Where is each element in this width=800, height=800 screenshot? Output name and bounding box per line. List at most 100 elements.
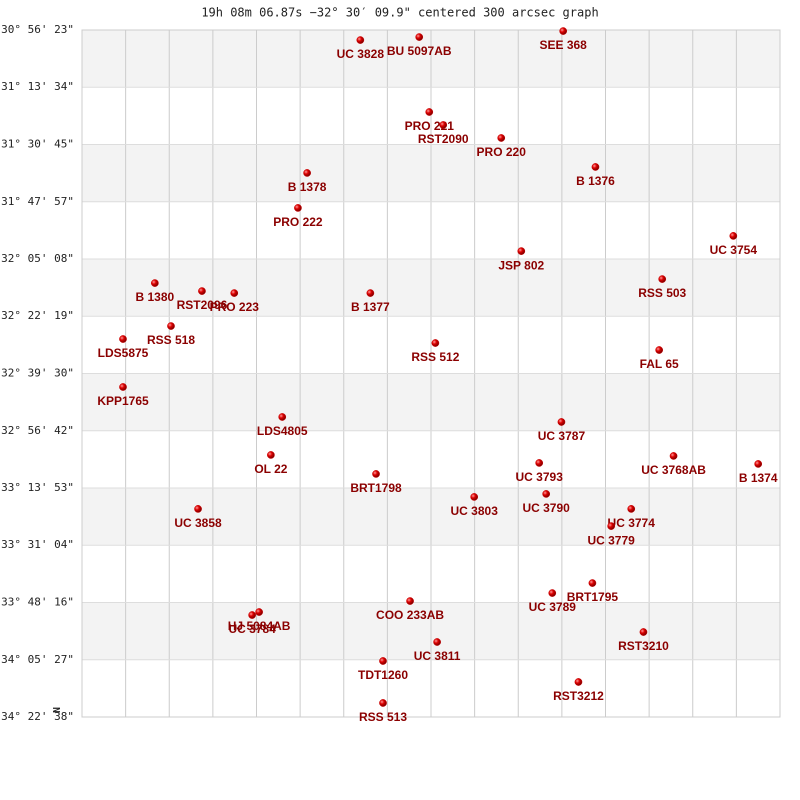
star-label: RST2090: [418, 132, 469, 146]
grid: [82, 29, 780, 718]
star-label: PRO 223: [210, 300, 260, 314]
y-tick-label: -32° 56' 42": [0, 424, 74, 437]
star: [658, 275, 667, 283]
star: [379, 699, 387, 707]
star: [194, 505, 202, 513]
star-label: B 1374: [739, 471, 778, 485]
star: [278, 413, 287, 421]
star-label: LDS5875: [98, 346, 149, 360]
star-label: UC 3774: [608, 516, 656, 530]
y-tick-label: -33° 48' 16": [0, 596, 74, 609]
star: [607, 522, 616, 530]
star-label: KPP1765: [97, 394, 149, 408]
star-label: RSS 518: [147, 333, 195, 347]
star-label: UC 3754: [710, 243, 758, 257]
star: [591, 163, 600, 171]
star-label: B 1378: [288, 180, 327, 194]
star-label: RST2096: [177, 298, 228, 312]
star: [433, 638, 441, 646]
star-label: COO 233AB: [376, 608, 444, 622]
star-label: UC 3828: [337, 47, 385, 61]
star: [517, 247, 526, 255]
star: [406, 597, 414, 605]
north-label: N: [52, 707, 63, 713]
star-label: BRT1798: [350, 481, 402, 495]
y-tick-label: -32° 22' 19": [0, 309, 74, 322]
plot-border: [81, 29, 781, 718]
star-label: B 1377: [351, 300, 390, 314]
star-label: RST3210: [618, 639, 669, 653]
star: [627, 505, 636, 513]
star-label: UC 3784: [228, 622, 276, 636]
star-label: UC 3789: [529, 600, 577, 614]
star: [255, 608, 263, 616]
star-label: TDT1260: [358, 668, 408, 682]
y-tick-label: -31° 47' 57": [0, 195, 74, 208]
star: [548, 589, 557, 597]
star-label: UC 3858: [174, 516, 222, 530]
star: [431, 339, 440, 347]
star-label: RSS 513: [359, 710, 407, 724]
y-tick-label: -34° 05' 27": [0, 653, 74, 666]
star: [588, 579, 597, 587]
star: [542, 490, 551, 498]
star: [655, 346, 664, 354]
y-tick-label: -30° 56' 23": [0, 23, 74, 36]
star: [267, 451, 275, 459]
star: [119, 335, 127, 343]
star: [439, 121, 448, 129]
star: [230, 289, 239, 297]
star: [574, 678, 583, 686]
star: [366, 289, 375, 297]
y-tick-label: -34° 22' 38": [0, 710, 74, 723]
star-label: HJ 5084AB: [228, 619, 291, 633]
star-label: UC 3811: [414, 649, 461, 663]
star: [119, 383, 127, 391]
star: [151, 279, 159, 287]
y-tick-label: -31° 30' 45": [0, 137, 74, 150]
star: [415, 33, 424, 41]
star-label: UC 3768AB: [641, 463, 706, 477]
star: [303, 169, 311, 177]
star: [248, 611, 256, 619]
star-label: UC 3787: [538, 429, 586, 443]
star-label: UC 3779: [587, 533, 635, 547]
star: [372, 470, 380, 478]
star-label: PRO 222: [273, 215, 323, 229]
star-label: SEE 368: [539, 38, 587, 52]
star: [754, 460, 763, 468]
star: [639, 628, 648, 636]
star: [356, 36, 365, 44]
star: [379, 657, 387, 665]
star: [729, 232, 738, 240]
star-label: LDS4805: [257, 424, 308, 438]
star-label: UC 3790: [522, 501, 570, 515]
star: [535, 459, 544, 467]
y-tick-label: -33° 31' 04": [0, 538, 74, 551]
star-label: RSS 512: [411, 350, 459, 364]
star-label: RSS 503: [638, 286, 686, 300]
star: [470, 493, 479, 501]
star: [294, 204, 302, 212]
star: [167, 322, 175, 330]
star-label: UC 3803: [451, 504, 499, 518]
star-label: UC 3793: [516, 470, 564, 484]
star: [198, 287, 206, 295]
star: [497, 134, 506, 142]
star-label: RST3212: [553, 689, 604, 703]
star: [559, 27, 568, 35]
y-tick-label: -33° 13' 53": [0, 481, 74, 494]
star: [425, 108, 434, 116]
star: [557, 418, 566, 426]
star-label: JSP 802: [498, 258, 544, 272]
star: [669, 452, 678, 460]
chart-title: 19h 08m 06.87s −32° 30′ 09.9" centered 3…: [201, 6, 598, 20]
y-tick-label: -32° 39' 30": [0, 366, 74, 379]
star-label: BRT1795: [567, 590, 619, 604]
star-label: OL 22: [254, 462, 287, 476]
star-label: B 1376: [576, 174, 615, 188]
star-label: PRO 220: [477, 145, 527, 159]
